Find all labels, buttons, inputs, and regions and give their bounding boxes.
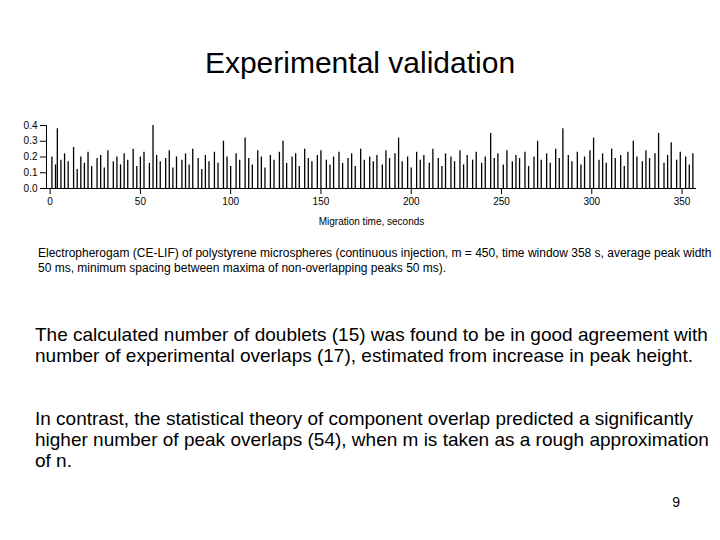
svg-text:0.3: 0.3 bbox=[24, 135, 38, 146]
html-text:Experimental validation: Experimental validation bbox=[204, 46, 516, 79]
svg-text:300: 300 bbox=[583, 196, 600, 207]
svg-text:0.0: 0.0 bbox=[24, 183, 38, 194]
svg-text:0.4: 0.4 bbox=[24, 120, 38, 131]
svg-text:100: 100 bbox=[222, 196, 239, 207]
svg-text:150: 150 bbox=[313, 196, 330, 207]
svg-text:50: 50 bbox=[135, 196, 147, 207]
svg-text:200: 200 bbox=[403, 196, 420, 207]
html-text:In contrast, the statistical t: In contrast, the statistical theory of c… bbox=[35, 408, 709, 471]
html-text:Electropherogam (CE-LIF) of po: Electropherogam (CE-LIF) of polystyrene … bbox=[38, 246, 712, 275]
svg-text:250: 250 bbox=[493, 196, 510, 207]
svg-text:350: 350 bbox=[674, 196, 691, 207]
svg-text:0: 0 bbox=[47, 196, 53, 207]
svg-text:Migration time, seconds: Migration time, seconds bbox=[319, 216, 425, 227]
html-text:9: 9 bbox=[672, 494, 680, 510]
svg-text:0.1: 0.1 bbox=[24, 167, 38, 178]
svg-text:0.2: 0.2 bbox=[24, 151, 38, 162]
html-text:The calculated number of doubl: The calculated number of doublets (15) w… bbox=[35, 324, 708, 366]
